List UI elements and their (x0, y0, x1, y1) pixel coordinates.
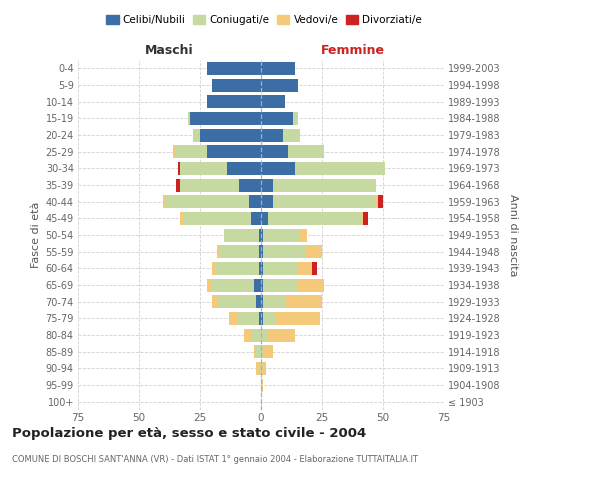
Bar (227, 162, 261, 175)
Bar (259, 362, 261, 375)
Bar (376, 195, 378, 208)
Bar (263, 228, 300, 241)
Bar (217, 245, 220, 258)
Bar (259, 228, 261, 241)
Bar (261, 228, 263, 241)
Bar (217, 295, 256, 308)
Bar (295, 162, 385, 175)
Bar (263, 345, 273, 358)
Bar (283, 128, 300, 141)
Bar (361, 212, 364, 225)
Bar (254, 345, 256, 358)
Bar (293, 112, 298, 125)
Bar (208, 145, 261, 158)
Bar (312, 262, 317, 275)
Bar (298, 262, 312, 275)
Bar (181, 178, 239, 192)
Bar (208, 62, 261, 75)
Bar (229, 312, 236, 325)
Bar (249, 195, 261, 208)
Bar (378, 195, 383, 208)
Bar (181, 212, 183, 225)
Bar (263, 278, 298, 291)
Bar (261, 145, 288, 158)
Bar (261, 195, 273, 208)
Bar (261, 78, 298, 92)
Bar (244, 328, 251, 342)
Bar (166, 195, 249, 208)
Bar (261, 312, 263, 325)
Bar (300, 228, 307, 241)
Bar (212, 262, 215, 275)
Bar (261, 328, 268, 342)
Bar (176, 178, 181, 192)
Bar (200, 128, 261, 141)
Y-axis label: Anni di nascita: Anni di nascita (508, 194, 518, 276)
Bar (259, 312, 261, 325)
Bar (261, 345, 263, 358)
Bar (251, 212, 261, 225)
Bar (261, 162, 295, 175)
Bar (261, 212, 268, 225)
Bar (273, 178, 376, 192)
Bar (263, 245, 305, 258)
Bar (286, 295, 322, 308)
Y-axis label: Fasce di età: Fasce di età (31, 202, 41, 268)
Bar (298, 278, 325, 291)
Bar (220, 245, 259, 258)
Bar (178, 162, 181, 175)
Bar (256, 362, 259, 375)
Bar (181, 162, 227, 175)
Bar (261, 95, 286, 108)
Bar (254, 278, 261, 291)
Bar (212, 78, 261, 92)
Bar (261, 278, 263, 291)
Bar (163, 195, 166, 208)
Legend: Celibi/Nubili, Coniugati/e, Vedovi/e, Divorziati/e: Celibi/Nubili, Coniugati/e, Vedovi/e, Di… (104, 12, 424, 27)
Bar (261, 62, 295, 75)
Bar (268, 328, 295, 342)
Bar (275, 312, 320, 325)
Text: Maschi: Maschi (145, 44, 194, 57)
Bar (261, 262, 263, 275)
Bar (173, 145, 176, 158)
Bar (261, 112, 293, 125)
Bar (261, 178, 273, 192)
Bar (261, 245, 263, 258)
Bar (263, 312, 275, 325)
Bar (273, 195, 376, 208)
Text: Femmine: Femmine (320, 44, 385, 57)
Bar (208, 278, 212, 291)
Text: COMUNE DI BOSCHI SANT'ANNA (VR) - Dati ISTAT 1° gennaio 2004 - Elaborazione TUTT: COMUNE DI BOSCHI SANT'ANNA (VR) - Dati I… (12, 456, 418, 464)
Bar (364, 212, 368, 225)
Bar (261, 362, 266, 375)
Bar (263, 262, 298, 275)
Bar (261, 378, 263, 392)
Bar (305, 245, 322, 258)
Bar (259, 245, 261, 258)
Bar (261, 295, 263, 308)
Bar (212, 295, 217, 308)
Bar (268, 212, 361, 225)
Bar (263, 295, 286, 308)
Bar (256, 345, 261, 358)
Bar (259, 262, 261, 275)
Bar (188, 112, 190, 125)
Bar (251, 328, 261, 342)
Bar (176, 145, 208, 158)
Bar (256, 295, 261, 308)
Bar (208, 95, 261, 108)
Text: Popolazione per età, sesso e stato civile - 2004: Popolazione per età, sesso e stato civil… (12, 428, 366, 440)
Bar (193, 128, 200, 141)
Bar (183, 212, 251, 225)
Bar (236, 312, 259, 325)
Bar (288, 145, 325, 158)
Bar (212, 278, 254, 291)
Bar (261, 128, 283, 141)
Bar (190, 112, 261, 125)
Bar (224, 228, 259, 241)
Bar (239, 178, 261, 192)
Bar (215, 262, 259, 275)
